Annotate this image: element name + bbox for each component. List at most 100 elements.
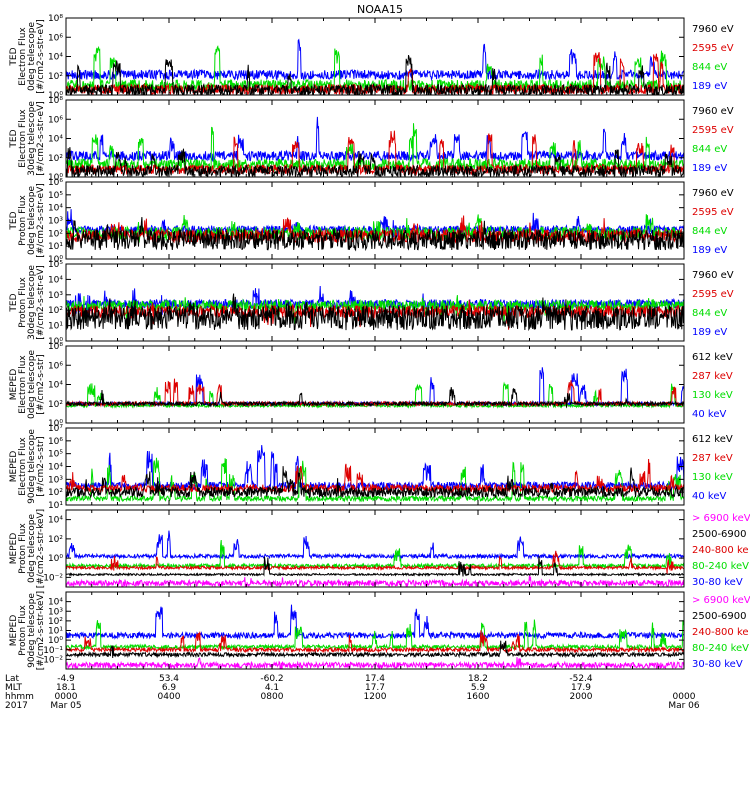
y-tick-label: 10⁶ — [48, 115, 63, 125]
y-tick-label: 10⁴ — [48, 53, 63, 63]
y-tick-label: 10⁶ — [48, 178, 63, 188]
y-tick-label: 10⁻¹ — [43, 646, 63, 656]
y-label-line: Proton Flux — [18, 277, 28, 328]
legend-entry: 844 eV — [692, 62, 727, 73]
y-tick-label: 10² — [48, 535, 63, 545]
y-tick-label: 10² — [48, 72, 63, 82]
y-tick-label: 10⁴ — [48, 204, 63, 214]
y-tick-label: 10² — [48, 488, 63, 498]
y-label-line: TED — [9, 47, 19, 66]
y-label-line: MEPED — [9, 451, 19, 483]
y-tick-label: 10⁴ — [48, 463, 63, 473]
legend-entry: 2595 eV — [692, 289, 734, 300]
series-red — [66, 550, 684, 574]
y-tick-label: 10⁶ — [48, 361, 63, 371]
legend-entry: 30-80 keV — [692, 577, 743, 588]
footer-value: -60.2 — [260, 674, 283, 684]
y-label-line: 0deg telescope — [27, 514, 37, 584]
y-tick-label: 10⁷ — [48, 424, 63, 434]
y-tick-label: 10⁵ — [48, 191, 63, 201]
legend-entry: 30-80 keV — [692, 659, 743, 670]
y-tick-label: 10² — [48, 400, 63, 410]
y-label-line: Proton Flux — [18, 195, 28, 246]
y-tick-label: 10⁰ — [48, 636, 63, 646]
legend-entry: 240-800 ke — [692, 627, 749, 638]
footer-value: 53.4 — [159, 674, 179, 684]
y-label-line: 30deg telescope — [27, 101, 37, 176]
legend-entry: 287 keV — [692, 453, 733, 464]
y-tick-label: 10⁴ — [48, 275, 63, 285]
series-red — [66, 630, 684, 654]
legend-entry: 80-240 keV — [692, 561, 749, 572]
y-label-line: [#/cm2-s-str-eV] — [36, 265, 46, 340]
panel-frame — [65, 591, 685, 670]
legend-entry: 40 keV — [692, 409, 726, 420]
legend-entry: 844 eV — [692, 144, 727, 155]
y-axis-label: TED Proton Flux 30deg telescope [#/cm2-s-st… — [9, 265, 46, 340]
footer-row-label: hhmm — [5, 692, 34, 702]
footer-value: 0000 — [673, 692, 696, 702]
legend-entry: 189 eV — [692, 81, 727, 92]
series-blue — [66, 38, 684, 82]
y-label-line: Electron Flux — [18, 437, 28, 496]
y-tick-label: 10⁰ — [48, 337, 63, 347]
legend-entry: 80-240 keV — [692, 643, 749, 654]
series-black — [66, 387, 684, 408]
legend-entry: 130 keV — [692, 472, 733, 483]
y-tick-label: 10² — [48, 306, 63, 316]
y-tick-label: 10² — [48, 154, 63, 164]
y-tick-label: 10⁴ — [48, 516, 63, 526]
y-tick-label: 10⁵ — [48, 260, 63, 270]
footer-value: Mar 06 — [668, 701, 700, 711]
legend-entry: 7960 eV — [692, 24, 734, 35]
y-axis-label: MEPED Electron Flux 0deg telescope [#/cm2-s… — [9, 350, 46, 420]
y-label-line: [#/cm2-s-str-keV] — [36, 591, 46, 670]
y-label-line: [#/cm2-s-str-eV] — [36, 101, 46, 176]
y-tick-label: 10⁰ — [48, 255, 63, 265]
footer-value: 1600 — [467, 692, 490, 702]
y-axis-label: TED Proton Flux 0deg telescope [#/cm2-s-str… — [9, 183, 46, 258]
legend-entry: 612 keV — [692, 352, 733, 363]
footer-row-label: Lat — [5, 674, 20, 684]
legend-entry: 189 eV — [692, 245, 727, 256]
y-tick-label: 10² — [48, 229, 63, 239]
y-label-line: 90deg telescope — [27, 593, 37, 668]
legend-entry: 7960 eV — [692, 188, 734, 199]
y-tick-label: 10⁶ — [48, 33, 63, 43]
y-tick-label: 10³ — [48, 475, 63, 485]
footer-value: 6.9 — [162, 683, 177, 693]
footer-value: 5.9 — [471, 683, 486, 693]
footer-row-label: MLT — [5, 683, 23, 693]
series-black — [66, 466, 684, 499]
footer-value: 2000 — [570, 692, 593, 702]
y-tick-label: 10⁶ — [48, 437, 63, 447]
footer-value: -52.4 — [569, 674, 593, 684]
legend-entry: 612 keV — [692, 434, 733, 445]
legend-entry: 2500-6900 — [692, 611, 747, 622]
legend-entry: > 6900 keV — [692, 595, 750, 606]
y-tick-label: 10⁸ — [48, 14, 63, 24]
y-label-line: MEPED — [9, 615, 19, 647]
y-label-line: 0deg telescope — [27, 186, 37, 256]
y-label-line: TED — [9, 293, 19, 312]
series-green — [66, 539, 684, 570]
series-black — [66, 556, 684, 578]
series-blue — [66, 367, 684, 408]
series-black — [66, 217, 684, 252]
y-label-line: [#/cm2-s-str-keV] — [36, 509, 46, 588]
series-green — [66, 45, 684, 93]
y-tick-label: 10⁰ — [48, 91, 63, 101]
footer-value: 17.9 — [571, 683, 591, 693]
footer-value: 1200 — [364, 692, 387, 702]
y-label-line: Electron Flux — [18, 109, 28, 168]
y-tick-label: 10⁸ — [48, 342, 63, 352]
series-blue — [66, 116, 684, 163]
series-blue — [66, 530, 684, 561]
